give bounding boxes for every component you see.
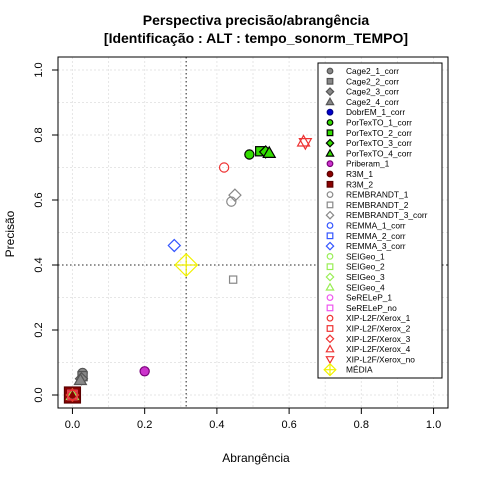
y-tick-label: 0.0: [33, 387, 45, 402]
legend-label: R3M_1: [346, 169, 373, 179]
legend-label: PorTexTO_4_corr: [346, 148, 412, 158]
legend-marker: [325, 356, 335, 365]
legend-label: PorTexTO_2_corr: [346, 128, 412, 138]
legend-label: XIP-L2F/Xerox_4: [346, 344, 411, 354]
legend-marker: [325, 334, 335, 344]
legend-box: [317, 62, 443, 379]
legend-label: DobrEM_1_corr: [346, 107, 405, 117]
point-xip-l2f-xerox-2: [67, 389, 78, 401]
legend-marker: [325, 138, 335, 148]
point-rembrandt-2: [228, 275, 238, 284]
legend-label: PorTexTO_1_corr: [346, 118, 412, 128]
legend-marker: [325, 282, 335, 291]
y-tick-label: 1.0: [33, 62, 45, 77]
legend-label: R3M_2: [346, 179, 373, 189]
legend-marker: [326, 108, 334, 116]
legend-label: REMBRANDT_3_corr: [346, 210, 428, 220]
x-tick-label: 0.8: [354, 419, 369, 431]
legend-marker: [325, 87, 335, 97]
x-axis-label: Abrangência: [222, 451, 290, 465]
legend-label: PorTexTO_3_corr: [346, 138, 412, 148]
point-remma-3-corr: [167, 238, 182, 253]
legend-marker: [326, 119, 334, 126]
legend-marker: [325, 148, 335, 157]
legend-label: REMMA_3_corr: [346, 241, 406, 251]
legend-label: REMBRANDT_2: [346, 200, 409, 210]
legend-label: Priberam_1: [346, 159, 390, 169]
point-xip-l2f-xerox-no: [298, 138, 313, 151]
point-xip-l2f-xerox-3: [65, 388, 80, 402]
legend: Cage2_1_corrCage2_2_corrCage2_3_corrCage…: [317, 62, 443, 379]
point-portexto-1-corr: [244, 149, 255, 160]
legend-label: SeRELeP_1: [346, 293, 392, 303]
legend-label: XIP-L2F/Xerox_2: [346, 324, 411, 334]
legend-label: XIP-L2F/Xerox_no: [346, 354, 415, 364]
x-tick-label: 1.0: [426, 419, 441, 431]
legend-marker: [325, 210, 335, 220]
x-tick-label: 0.2: [137, 419, 152, 431]
legend-label: Cage2_4_corr: [346, 97, 399, 107]
legend-marker: [326, 170, 334, 178]
x-tick-label: 0.4: [209, 419, 224, 431]
legend-marker: [326, 252, 334, 260]
legend-label: XIP-L2F/Xerox_3: [346, 334, 411, 344]
y-tick-label: 0.8: [33, 127, 45, 142]
legend-label: REMMA_2_corr: [346, 231, 406, 241]
point-rembrandt-3-corr: [228, 188, 242, 202]
point-m-dia: [174, 252, 199, 278]
legend-marker: [326, 67, 334, 75]
point-priberam-1: [139, 366, 150, 377]
legend-marker: [326, 294, 334, 302]
legend-marker: [326, 129, 334, 137]
legend-label: SeRELeP_no: [346, 303, 397, 313]
legend-marker: [326, 232, 334, 240]
legend-marker: [326, 180, 334, 188]
plot-frame: [57, 56, 449, 409]
legend-marker: [326, 263, 334, 271]
legend-marker: [325, 272, 335, 282]
legend-marker: [325, 344, 335, 353]
point-rembrandt-1: [226, 196, 237, 207]
legend-label: MÉDIA: [346, 365, 373, 375]
legend-marker: [326, 222, 334, 229]
data-points: [63, 134, 313, 404]
legend-label: Cage2_1_corr: [346, 66, 399, 76]
legend-marker: [326, 160, 334, 168]
point-portexto-4-corr: [262, 145, 277, 158]
legend-label: REMBRANDT_1: [346, 190, 409, 200]
axes: 0.0 0.2 0.4 0.6 0.8 1.0 0.0 0.2 0.4 0.6 0.8 1.0: [33, 62, 441, 431]
legend-label: XIP-L2F/Xerox_1: [346, 313, 411, 323]
y-tick-label: 0.2: [33, 322, 45, 337]
legend-label: Cage2_3_corr: [346, 87, 399, 97]
chart-subtitle: [Identificação : ALT : tempo_sonorm_TEMP…: [104, 30, 408, 46]
legend-marker: [325, 97, 335, 106]
legend-marker: [326, 325, 334, 332]
legend-marker: [326, 77, 334, 85]
point-cage2-4-corr: [73, 372, 88, 386]
y-tick-label: 0.6: [33, 192, 45, 207]
legend-marker: [325, 241, 335, 251]
legend-label: SEIGeo_4: [346, 282, 385, 292]
y-tick-label: 0.4: [33, 257, 45, 272]
point-xip-l2f-xerox-1: [218, 162, 230, 173]
legend-marker: [326, 201, 334, 209]
legend-marker: [326, 314, 334, 322]
legend-label: Cage2_2_corr: [346, 76, 399, 86]
x-tick-label: 0.6: [281, 419, 296, 431]
y-axis-label: Precisão: [3, 210, 17, 257]
legend-label: SEIGeo_2: [346, 262, 385, 272]
legend-label: REMMA_1_corr: [346, 221, 406, 231]
legend-marker: [326, 191, 334, 199]
legend-marker: [323, 362, 337, 377]
x-tick-label: 0.0: [65, 419, 80, 431]
chart-title: Perspectiva precisão/abrangência: [143, 12, 370, 28]
legend-label: SEIGeo_1: [346, 251, 385, 261]
legend-marker: [326, 304, 334, 312]
legend-label: SEIGeo_3: [346, 272, 385, 282]
